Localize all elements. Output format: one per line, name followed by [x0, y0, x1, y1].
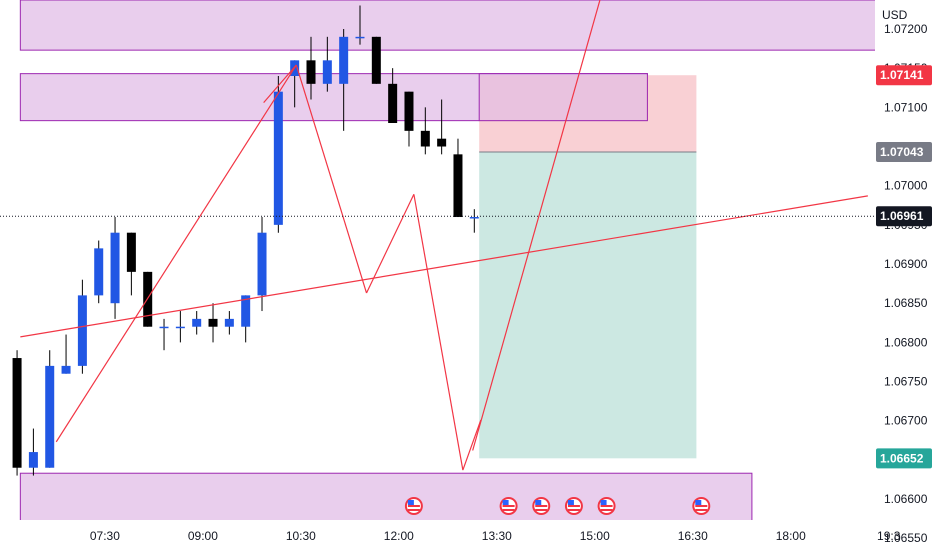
- rising-trendline: [20, 195, 868, 338]
- candle-body: [404, 91, 414, 131]
- candle-body: [12, 358, 22, 468]
- candle-body: [126, 232, 136, 272]
- y-tick-label: 1.06850: [884, 296, 928, 310]
- us-flag-event-icon[interactable]: [692, 497, 711, 515]
- x-tick-label: 18:00: [776, 529, 806, 543]
- candle-body: [437, 138, 447, 147]
- candle-body: [339, 36, 349, 84]
- x-tick-label: 10:30: [286, 529, 316, 543]
- price-tag: [876, 65, 932, 86]
- path-up-to-pullback: [365, 194, 415, 294]
- path-up-to-peak: [263, 64, 297, 104]
- price-tag: [876, 206, 932, 227]
- x-tick-label: 13:30: [482, 529, 512, 543]
- candle-body: [469, 217, 479, 219]
- y-tick-label: 1.06750: [884, 375, 928, 389]
- supply-zone-top: [19, 0, 875, 51]
- candle-body: [61, 365, 71, 374]
- candle-body: [224, 318, 234, 327]
- demand-zone-bottom: [19, 472, 753, 520]
- candle-body: [371, 36, 381, 84]
- y-tick-label: 1.07200: [884, 22, 928, 36]
- currency-label: USD: [882, 8, 908, 22]
- take-profit-area: [479, 151, 697, 459]
- y-tick-label: 1.06800: [884, 335, 928, 349]
- candle-body: [192, 318, 202, 327]
- candle-body: [388, 83, 398, 124]
- candle-body: [45, 365, 55, 468]
- candle-body: [306, 60, 316, 84]
- price-tag: [876, 448, 932, 469]
- candle-body: [110, 232, 120, 304]
- candle-body: [159, 326, 169, 329]
- y-tick-label: 1.06600: [884, 492, 928, 506]
- candle-body: [94, 248, 104, 296]
- x-tick-label: 15:00: [580, 529, 610, 543]
- candle-body: [208, 318, 218, 327]
- candle-body: [175, 326, 185, 329]
- price-tag-label: 1.07043: [880, 145, 924, 159]
- price-tag-label: 1.07141: [880, 68, 924, 82]
- plot-area: [0, 0, 875, 520]
- x-tick-label: 12:00: [384, 529, 414, 543]
- candle-body: [257, 232, 267, 296]
- y-tick-label: 1.07100: [884, 100, 928, 114]
- candle-body: [28, 452, 38, 468]
- price-tag-label: 1.06652: [880, 451, 924, 465]
- us-flag-event-icon[interactable]: [597, 497, 616, 515]
- candle-body: [322, 60, 332, 84]
- y-tick-label: 1.06550: [884, 531, 928, 545]
- candle-body: [420, 130, 430, 147]
- steep-trendline: [55, 64, 297, 443]
- price-tag-label: 1.06961: [880, 209, 924, 223]
- candle-body: [453, 154, 463, 218]
- candle-body: [355, 36, 365, 39]
- y-tick-label: 1.07000: [884, 179, 928, 193]
- candle-body: [77, 295, 87, 366]
- candle-body: [241, 295, 251, 327]
- x-tick-label: 19:3: [877, 529, 901, 543]
- us-flag-event-icon[interactable]: [564, 497, 583, 515]
- us-flag-event-icon[interactable]: [499, 497, 518, 515]
- price-tag: [876, 141, 932, 162]
- candle-body: [273, 91, 283, 225]
- y-tick-label: 1.06900: [884, 257, 928, 271]
- time-axis: [0, 520, 932, 550]
- us-flag-event-icon[interactable]: [404, 497, 423, 515]
- us-flag-event-icon[interactable]: [532, 497, 551, 515]
- path-up-from-target: [462, 419, 482, 471]
- x-tick-label: 09:00: [188, 529, 218, 543]
- y-tick-label: 1.06700: [884, 414, 928, 428]
- path-down-to-target: [413, 194, 464, 471]
- supply-zone-mid-overlap: [478, 73, 648, 122]
- path-down-from-peak: [295, 64, 368, 294]
- projection-line: [472, 0, 601, 451]
- x-tick-label: 16:30: [678, 529, 708, 543]
- x-tick-label: 07:30: [90, 529, 120, 543]
